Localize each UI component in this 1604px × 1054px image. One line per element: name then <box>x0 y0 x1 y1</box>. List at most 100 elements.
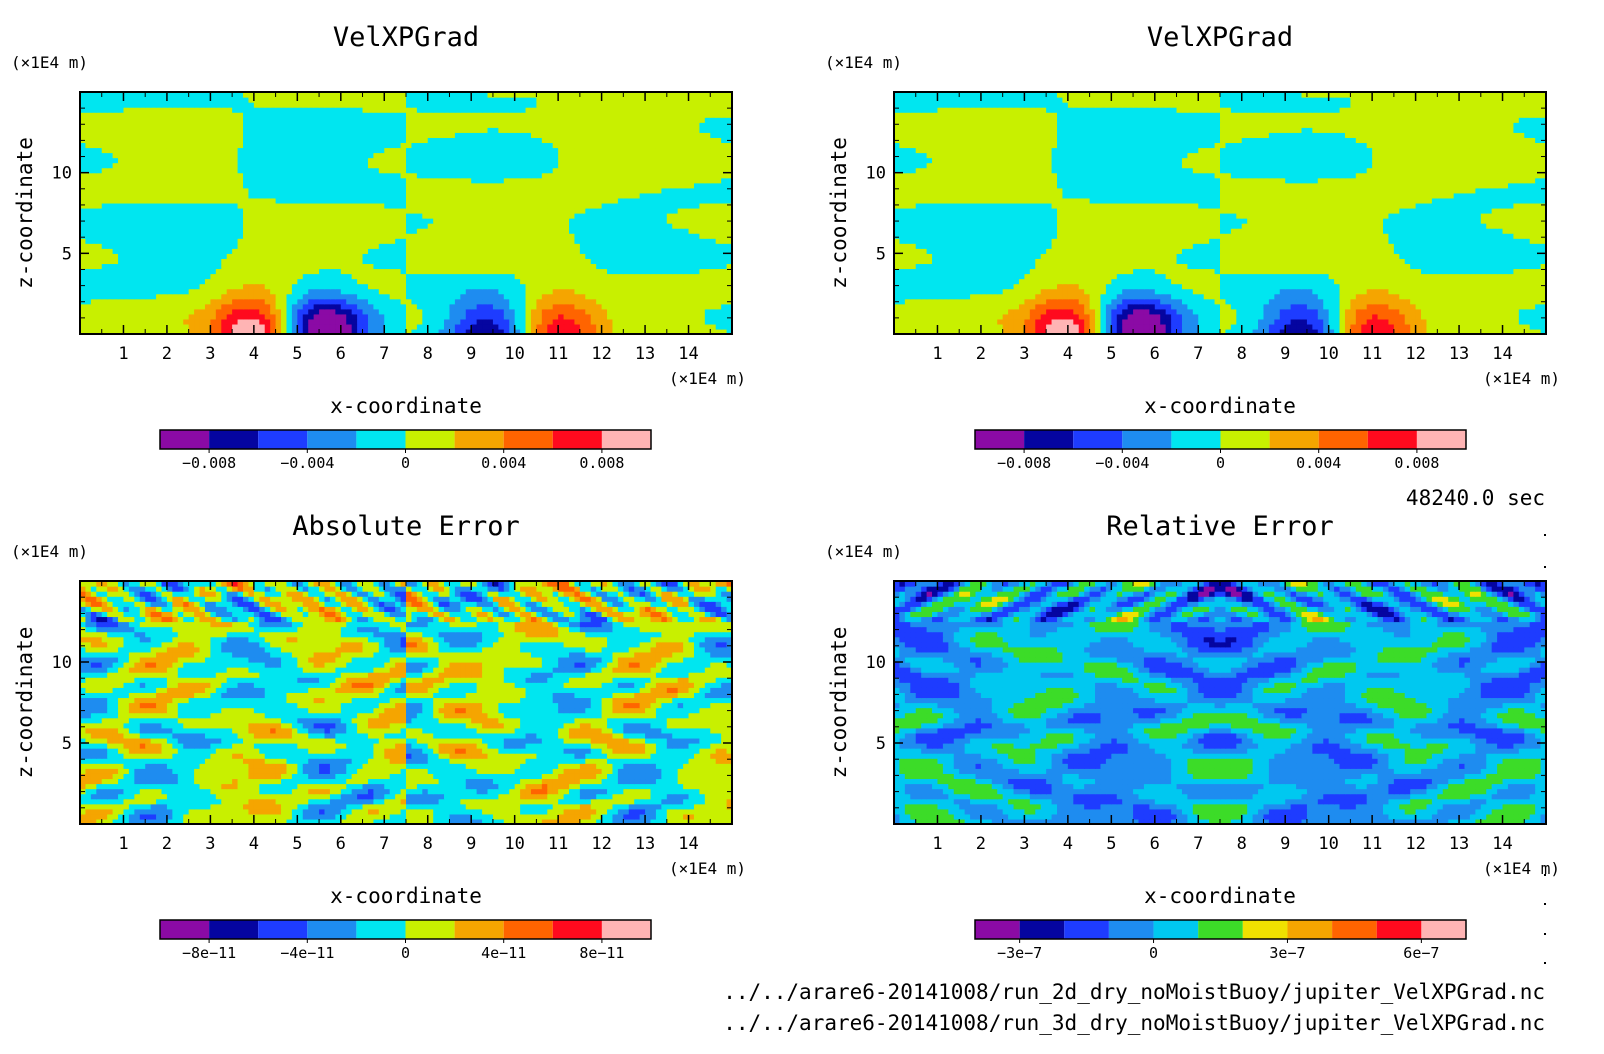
heatmap-cell <box>650 283 657 290</box>
heatmap-cell <box>389 192 396 199</box>
heatmap-cell <box>188 288 195 295</box>
heatmap-cell <box>530 248 537 254</box>
heatmap-cell <box>503 132 510 138</box>
heatmap-cell <box>585 278 592 285</box>
heatmap-cell <box>416 263 423 270</box>
heatmap-cell <box>123 263 130 270</box>
heatmap-cell <box>362 298 369 305</box>
heatmap-cell <box>498 197 505 204</box>
heatmap-cell <box>563 187 570 194</box>
heatmap-cell <box>520 127 527 133</box>
heatmap-cell <box>715 182 722 189</box>
heatmap-cell <box>400 293 407 300</box>
heatmap-cell <box>569 127 576 133</box>
heatmap-cell <box>558 303 565 310</box>
heatmap-cell <box>677 273 684 280</box>
heatmap-cell <box>259 213 266 219</box>
heatmap-cell <box>118 213 125 219</box>
heatmap-cell <box>210 147 217 154</box>
heatmap-cell <box>400 187 407 194</box>
heatmap-cell <box>552 187 559 194</box>
heatmap-cell <box>237 283 244 290</box>
heatmap-cell <box>145 278 152 285</box>
heatmap-cell <box>313 243 320 249</box>
heatmap-cell <box>693 157 700 164</box>
heatmap-cell <box>90 142 97 149</box>
heatmap-cell <box>710 263 717 270</box>
heatmap-cell <box>253 167 260 174</box>
heatmap-cell <box>444 213 451 219</box>
heatmap-cell <box>226 147 233 154</box>
heatmap-cell <box>351 132 358 138</box>
heatmap-cell <box>177 218 184 224</box>
heatmap-cell <box>188 223 195 229</box>
heatmap-cell <box>444 253 451 259</box>
heatmap-cell <box>357 182 364 189</box>
heatmap-cell <box>226 283 233 290</box>
heatmap-cell <box>411 197 418 204</box>
heatmap-cell <box>373 187 380 194</box>
heatmap-cell <box>118 323 125 330</box>
heatmap-cell <box>612 243 619 249</box>
heatmap-cell <box>525 192 532 199</box>
heatmap-cell <box>547 142 554 149</box>
heatmap-cell <box>395 263 402 270</box>
heatmap-cell <box>139 278 146 285</box>
heatmap-cell <box>335 298 342 305</box>
heatmap-cell <box>639 182 646 189</box>
heatmap-cell <box>645 223 652 229</box>
heatmap-cell <box>427 258 434 265</box>
heatmap-cell <box>547 162 554 169</box>
heatmap-cell <box>672 187 679 194</box>
heatmap-cell <box>302 303 309 310</box>
heatmap-cell <box>487 258 494 265</box>
heatmap-cell <box>406 233 413 239</box>
heatmap-cell <box>150 137 157 144</box>
heatmap-cell <box>264 122 271 128</box>
heatmap-cell <box>123 127 130 133</box>
heatmap-cell <box>427 207 434 214</box>
heatmap-cell <box>150 258 157 265</box>
heatmap-cell <box>726 223 732 229</box>
heatmap-cell <box>476 197 483 204</box>
heatmap-cell <box>313 207 320 214</box>
heatmap-cell <box>177 233 184 239</box>
heatmap-cell <box>688 172 695 179</box>
heatmap-cell <box>569 197 576 204</box>
heatmap-cell <box>384 162 391 169</box>
heatmap-cell <box>721 263 728 270</box>
heatmap-cell <box>487 318 494 325</box>
heatmap-cell <box>427 122 434 128</box>
heatmap-cell <box>215 172 222 179</box>
heatmap-cell <box>503 172 510 179</box>
heatmap-cell <box>590 258 597 265</box>
heatmap-cell <box>650 278 657 285</box>
heatmap-cell <box>150 162 157 169</box>
heatmap-cell <box>373 167 380 174</box>
heatmap-cell <box>465 137 472 144</box>
heatmap-cell <box>400 213 407 219</box>
heatmap-cell <box>177 202 184 209</box>
heatmap-cell <box>128 142 135 149</box>
heatmap-cell <box>107 263 114 270</box>
heatmap-cell <box>590 293 597 300</box>
heatmap-cell <box>623 228 630 234</box>
heatmap-cell <box>85 223 92 229</box>
heatmap-cell <box>395 288 402 295</box>
heatmap-cell <box>156 243 163 249</box>
heatmap-cell <box>243 122 250 128</box>
heatmap-cell <box>395 243 402 249</box>
heatmap-cell <box>454 182 461 189</box>
heatmap-cell <box>721 318 728 325</box>
heatmap-cell <box>96 288 103 295</box>
heatmap-cell <box>357 328 364 334</box>
heatmap-cell <box>128 207 135 214</box>
heatmap-cell <box>134 223 141 229</box>
heatmap-cell <box>204 248 211 254</box>
heatmap-cell <box>210 177 217 184</box>
heatmap-cell <box>574 197 581 204</box>
heatmap-cell <box>558 223 565 229</box>
heatmap-cell <box>726 182 732 189</box>
heatmap-cell <box>416 258 423 265</box>
heatmap-cell <box>96 157 103 164</box>
